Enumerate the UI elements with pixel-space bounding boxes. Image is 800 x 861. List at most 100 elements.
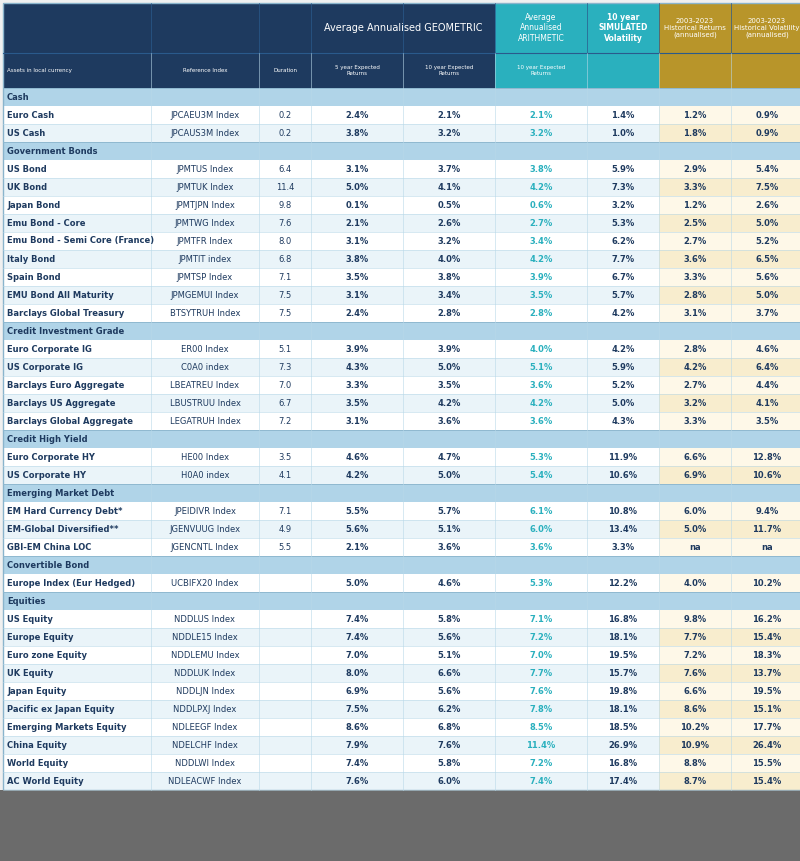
Text: 2.7%: 2.7%	[683, 237, 706, 245]
Bar	[311, 142, 403, 160]
Bar	[311, 736, 403, 754]
Bar	[259, 700, 311, 718]
Text: JPMTWG Index: JPMTWG Index	[174, 219, 235, 227]
Bar	[587, 178, 659, 196]
Text: 2.6%: 2.6%	[438, 219, 461, 227]
Text: 19.5%: 19.5%	[753, 686, 782, 696]
Bar	[3, 718, 151, 736]
Text: Duration: Duration	[273, 68, 297, 73]
Text: H0A0 index: H0A0 index	[181, 470, 230, 480]
Bar	[731, 592, 800, 610]
Bar	[659, 682, 731, 700]
Bar	[403, 358, 495, 376]
Bar	[587, 106, 659, 124]
Bar	[731, 610, 800, 628]
Text: 3.2%: 3.2%	[438, 237, 461, 245]
Text: BTSYTRUH Index: BTSYTRUH Index	[170, 308, 240, 318]
Text: 9.8%: 9.8%	[683, 615, 706, 623]
Bar	[659, 106, 731, 124]
Bar	[495, 466, 587, 484]
Bar	[3, 53, 151, 88]
Text: 3.3%: 3.3%	[611, 542, 634, 552]
Text: 7.6: 7.6	[278, 219, 292, 227]
Text: Emerging Market Debt: Emerging Market Debt	[7, 488, 114, 498]
Bar	[403, 232, 495, 250]
Bar	[151, 268, 259, 286]
Text: 5.9%: 5.9%	[611, 362, 634, 371]
Bar	[311, 484, 403, 502]
Bar	[151, 376, 259, 394]
Bar	[151, 664, 259, 682]
Bar	[311, 448, 403, 466]
Text: World Equity: World Equity	[7, 759, 68, 767]
Text: 18.3%: 18.3%	[753, 651, 782, 660]
Text: 26.9%: 26.9%	[609, 740, 638, 749]
Text: 2.4%: 2.4%	[346, 110, 369, 120]
Bar	[495, 3, 587, 53]
Text: LBEATREU Index: LBEATREU Index	[170, 381, 239, 389]
Text: 6.7: 6.7	[278, 399, 292, 407]
Text: Emu Bond - Core: Emu Bond - Core	[7, 219, 86, 227]
Text: 5.0%: 5.0%	[438, 362, 461, 371]
Bar	[259, 142, 311, 160]
Text: 7.2: 7.2	[278, 417, 292, 425]
Text: 13.7%: 13.7%	[753, 668, 782, 678]
Bar	[659, 448, 731, 466]
Bar	[659, 88, 731, 106]
Bar	[659, 394, 731, 412]
Text: Barclays Euro Aggregate: Barclays Euro Aggregate	[7, 381, 124, 389]
Bar	[311, 196, 403, 214]
Bar	[259, 376, 311, 394]
Text: 17.4%: 17.4%	[609, 777, 638, 785]
Text: 7.4%: 7.4%	[346, 759, 369, 767]
Bar	[495, 502, 587, 520]
Bar	[587, 3, 659, 53]
Bar	[587, 538, 659, 556]
Bar	[731, 160, 800, 178]
Text: 5.0%: 5.0%	[346, 183, 369, 191]
Text: 7.2%: 7.2%	[530, 759, 553, 767]
Bar	[259, 646, 311, 664]
Bar	[3, 268, 151, 286]
Text: JPEIDIVR Index: JPEIDIVR Index	[174, 506, 236, 516]
Bar	[3, 646, 151, 664]
Text: 10 year
SIMULATED
Volatility: 10 year SIMULATED Volatility	[598, 13, 648, 43]
Bar	[259, 214, 311, 232]
Bar	[3, 304, 151, 322]
Bar	[259, 268, 311, 286]
Bar	[731, 628, 800, 646]
Bar	[403, 628, 495, 646]
Text: 7.3%: 7.3%	[611, 183, 634, 191]
Bar	[731, 268, 800, 286]
Text: 10.8%: 10.8%	[609, 506, 638, 516]
Text: 0.1%: 0.1%	[346, 201, 369, 209]
Text: 7.9%: 7.9%	[346, 740, 369, 749]
Text: 6.8: 6.8	[278, 255, 292, 263]
Text: UCBIFX20 Index: UCBIFX20 Index	[171, 579, 238, 587]
Bar	[311, 466, 403, 484]
Bar	[659, 340, 731, 358]
Bar	[731, 232, 800, 250]
Text: 5.7%: 5.7%	[611, 290, 634, 300]
Bar	[587, 772, 659, 790]
Bar	[495, 430, 587, 448]
Bar	[311, 664, 403, 682]
Bar	[3, 286, 151, 304]
Bar	[403, 88, 495, 106]
Text: 4.2%: 4.2%	[611, 308, 634, 318]
Bar	[311, 502, 403, 520]
Text: 15.4%: 15.4%	[752, 777, 782, 785]
Text: JPCAEU3M Index: JPCAEU3M Index	[170, 110, 240, 120]
Bar	[587, 628, 659, 646]
Bar	[151, 160, 259, 178]
Bar	[151, 682, 259, 700]
Text: 2.8%: 2.8%	[683, 290, 706, 300]
Text: 0.9%: 0.9%	[755, 128, 778, 138]
Text: 7.0%: 7.0%	[530, 651, 553, 660]
Bar	[659, 502, 731, 520]
Text: Average Annualised GEOMETRIC: Average Annualised GEOMETRIC	[324, 23, 482, 33]
Bar	[3, 3, 311, 53]
Bar	[0, 790, 800, 861]
Bar	[731, 196, 800, 214]
Text: NDDLE15 Index: NDDLE15 Index	[172, 633, 238, 641]
